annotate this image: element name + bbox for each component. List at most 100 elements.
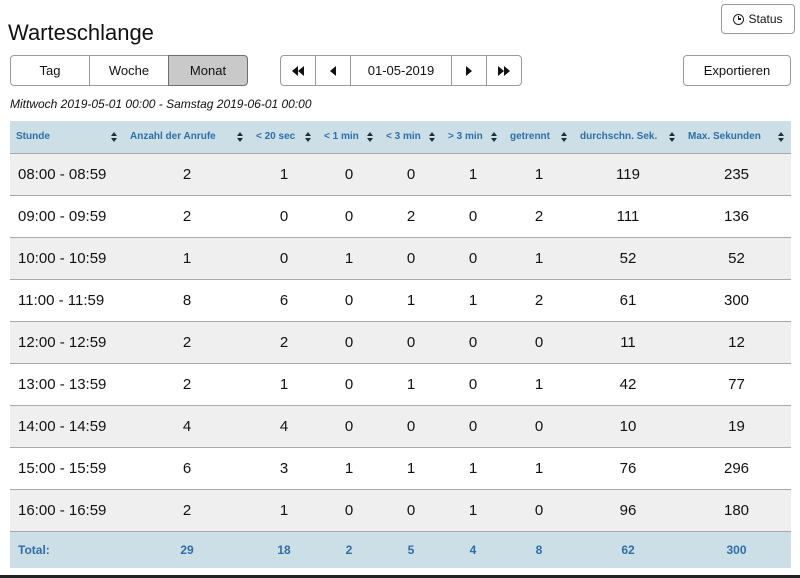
value-cell: 1	[442, 446, 504, 489]
total-label: Total:	[10, 530, 124, 568]
value-cell: 1	[250, 362, 318, 405]
value-cell: 296	[682, 446, 791, 489]
value-cell: 1	[504, 236, 574, 279]
prev-fast-button[interactable]	[280, 55, 316, 86]
next-button[interactable]	[451, 55, 487, 86]
next-fast-button[interactable]	[486, 55, 522, 86]
hour-cell: 13:00 - 13:59	[10, 362, 124, 405]
value-cell: 0	[442, 404, 504, 447]
value-cell: 0	[504, 320, 574, 363]
value-cell: 2	[124, 362, 250, 405]
hour-cell: 09:00 - 09:59	[10, 194, 124, 237]
table-row: 10:00 - 10:59 1 0 1 0 0 1 52 52	[10, 236, 791, 279]
value-cell: 1	[504, 446, 574, 489]
value-cell: 4	[124, 404, 250, 447]
date-navigation: 01-05-2019	[280, 55, 522, 86]
value-cell: 8	[124, 278, 250, 321]
value-cell: 0	[442, 236, 504, 279]
value-cell: 2	[124, 488, 250, 531]
value-cell: 0	[318, 488, 380, 531]
tab-week[interactable]: Woche	[89, 55, 169, 86]
hour-cell: 14:00 - 14:59	[10, 404, 124, 447]
column-header[interactable]: durchschn. Sek.	[574, 121, 682, 153]
tab-day[interactable]: Tag	[10, 55, 90, 86]
column-header[interactable]: getrennt	[504, 121, 574, 153]
column-header[interactable]: Anzahl der Anrufe	[124, 121, 250, 153]
table-row: 09:00 - 09:59 2 0 0 2 0 2 111 136	[10, 194, 791, 237]
double-chevron-left-icon	[292, 65, 304, 76]
column-header-label: < 1 min	[324, 131, 359, 143]
value-cell: 0	[380, 152, 442, 195]
value-cell: 0	[318, 362, 380, 405]
sort-icon	[491, 132, 498, 142]
value-cell: 4	[250, 404, 318, 447]
table-row: 11:00 - 11:59 8 6 0 1 1 2 61 300	[10, 278, 791, 321]
date-field[interactable]: 01-05-2019	[350, 55, 452, 86]
prev-button[interactable]	[315, 55, 351, 86]
column-header[interactable]: < 3 min	[380, 121, 442, 153]
column-header[interactable]: < 20 sec	[250, 121, 318, 153]
value-cell: 2	[124, 194, 250, 237]
total-cell: 2	[318, 530, 380, 568]
date-range-text: Mittwoch 2019-05-01 00:00 - Samstag 2019…	[10, 97, 312, 111]
total-cell: 5	[380, 530, 442, 568]
period-selector: Tag Woche Monat	[10, 55, 248, 86]
total-cell: 18	[250, 530, 318, 568]
sort-icon	[305, 132, 312, 142]
sort-icon	[111, 132, 118, 142]
total-cell: 4	[442, 530, 504, 568]
double-chevron-right-icon	[498, 65, 510, 76]
chevron-left-icon	[330, 65, 336, 76]
column-header-label: < 20 sec	[256, 131, 296, 143]
column-header-label: Anzahl der Anrufe	[130, 131, 216, 143]
sort-icon	[367, 132, 374, 142]
sort-icon	[778, 132, 785, 142]
value-cell: 52	[682, 236, 791, 279]
value-cell: 1	[250, 488, 318, 531]
value-cell: 77	[682, 362, 791, 405]
value-cell: 6	[124, 446, 250, 489]
value-cell: 2	[124, 152, 250, 195]
value-cell: 2	[250, 320, 318, 363]
value-cell: 1	[504, 152, 574, 195]
hour-cell: 15:00 - 15:59	[10, 446, 124, 489]
value-cell: 11	[574, 320, 682, 363]
value-cell: 0	[318, 152, 380, 195]
column-header[interactable]: Max. Sekunden	[682, 121, 791, 153]
table-header-row: Stunde Anzahl der Anrufe < 20 sec < 1 min < …	[10, 121, 791, 153]
tab-month[interactable]: Monat	[168, 55, 248, 86]
total-cell: 8	[504, 530, 574, 568]
value-cell: 119	[574, 152, 682, 195]
hour-cell: 12:00 - 12:59	[10, 320, 124, 363]
table-row: 16:00 - 16:59 2 1 0 0 1 0 96 180	[10, 488, 791, 531]
value-cell: 2	[124, 320, 250, 363]
column-header-label: getrennt	[510, 131, 550, 143]
clock-icon	[733, 13, 745, 25]
value-cell: 0	[504, 488, 574, 531]
value-cell: 1	[442, 278, 504, 321]
column-header[interactable]: Stunde	[10, 121, 124, 153]
value-cell: 42	[574, 362, 682, 405]
value-cell: 0	[318, 320, 380, 363]
export-button[interactable]: Exportieren	[683, 55, 791, 86]
value-cell: 12	[682, 320, 791, 363]
value-cell: 1	[380, 446, 442, 489]
column-header[interactable]: < 1 min	[318, 121, 380, 153]
value-cell: 0	[442, 320, 504, 363]
value-cell: 136	[682, 194, 791, 237]
table-row: 14:00 - 14:59 4 4 0 0 0 0 10 19	[10, 404, 791, 447]
status-button[interactable]: Status	[721, 4, 795, 34]
column-header-label: > 3 min	[448, 131, 483, 143]
value-cell: 52	[574, 236, 682, 279]
value-cell: 0	[250, 194, 318, 237]
bottom-border	[0, 575, 800, 578]
value-cell: 2	[504, 278, 574, 321]
value-cell: 0	[250, 236, 318, 279]
hour-cell: 10:00 - 10:59	[10, 236, 124, 279]
value-cell: 1	[250, 152, 318, 195]
column-header[interactable]: > 3 min	[442, 121, 504, 153]
total-cell: 300	[682, 530, 791, 568]
table-total-row: Total: 29 18 2 5 4 8 62 300	[10, 530, 791, 568]
value-cell: 2	[380, 194, 442, 237]
value-cell: 1	[380, 278, 442, 321]
